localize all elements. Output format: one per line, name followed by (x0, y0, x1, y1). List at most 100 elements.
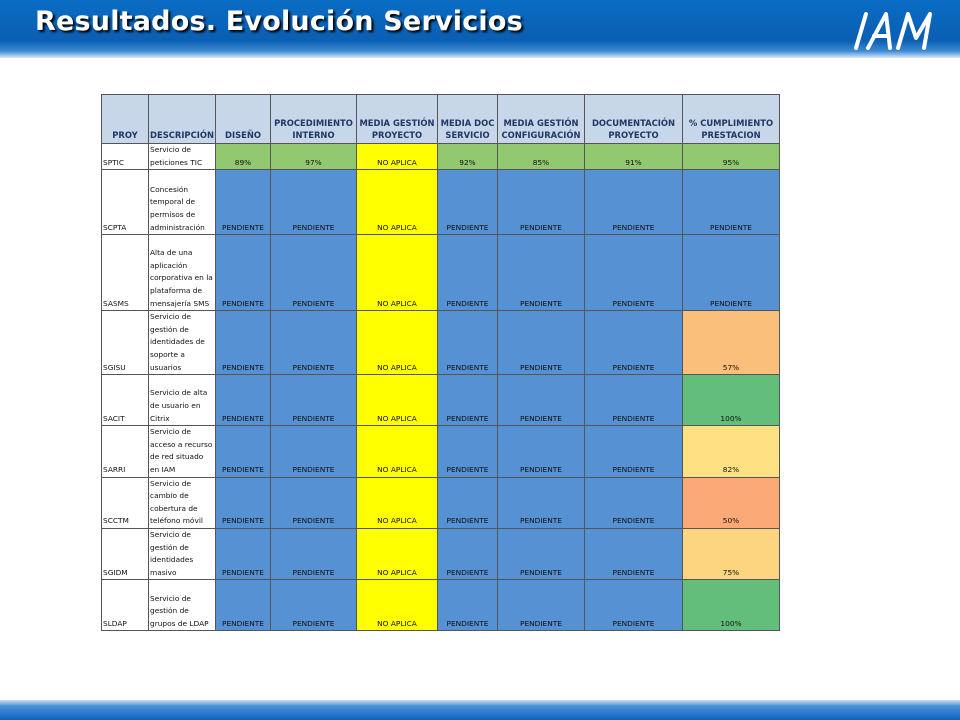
cell-value: 57% (682, 310, 780, 376)
cell-descripcion: Servicio de alta de usuario en Citrix (148, 374, 216, 427)
cell-value: PENDIENTE (215, 425, 271, 478)
cell-value: PENDIENTE (437, 169, 498, 236)
cell-value: PENDIENTE (682, 169, 780, 236)
cell-value: PENDIENTE (270, 169, 357, 236)
cell-value: PENDIENTE (497, 476, 585, 529)
cell-value: NO APLICA (356, 527, 438, 581)
cell-value: PENDIENTE (270, 476, 357, 529)
cell-value: 92% (437, 142, 498, 171)
results-table: PROY DESCRIPCIÓN DISEÑO PROCEDIMIENTO IN… (101, 94, 780, 632)
cell-value: PENDIENTE (270, 579, 357, 632)
table-row: SCPTA Concesión temporal de permisos de a… (101, 169, 780, 236)
cell-value: 75% (682, 527, 780, 581)
cell-value: PENDIENTE (497, 234, 585, 312)
cell-proy: SLDAP (101, 579, 149, 632)
cell-value: PENDIENTE (270, 425, 357, 478)
cell-value: PENDIENTE (215, 476, 271, 529)
header-row: PROY DESCRIPCIÓN DISEÑO PROCEDIMIENTO IN… (101, 94, 780, 144)
cell-value: PENDIENTE (497, 425, 585, 478)
cell-value: PENDIENTE (270, 374, 357, 427)
cell-value: PENDIENTE (584, 374, 683, 427)
cell-value: NO APLICA (356, 476, 438, 529)
cell-value: 82% (682, 425, 780, 478)
cell-value: PENDIENTE (497, 310, 585, 376)
cell-proy: SPTIC (101, 142, 149, 171)
table-row: SLDAP Servicio de gestión de grupos de LD… (101, 579, 780, 632)
cell-proy: SCPTA (101, 169, 149, 236)
cell-descripcion: Alta de una aplicación corporativa en la… (148, 234, 216, 312)
cell-value: NO APLICA (356, 169, 438, 236)
col-header-descripcion: DESCRIPCIÓN (148, 94, 216, 144)
cell-value: PENDIENTE (584, 579, 683, 632)
col-header-procedimiento-interno: PROCEDIMIENTO INTERNO (270, 94, 357, 144)
cell-value: PENDIENTE (497, 527, 585, 581)
slide-title: Resultados. Evolución Servicios (35, 6, 523, 37)
table-row: SASMS Alta de una aplicación corporativa … (101, 234, 780, 312)
cell-value: PENDIENTE (437, 579, 498, 632)
col-header-proy: PROY (101, 94, 149, 144)
cell-value: 100% (682, 579, 780, 632)
col-header-media-gestion-proyecto: MEDIA GESTIÓN PROYECTO (356, 94, 438, 144)
cell-value: 97% (270, 142, 357, 171)
col-header-documentacion-proyecto: DOCUMENTACIÓN PROYECTO (584, 94, 683, 144)
cell-value: NO APLICA (356, 425, 438, 478)
cell-value: PENDIENTE (584, 310, 683, 376)
cell-descripcion: Servicio de cambio de cobertura de teléf… (148, 476, 216, 529)
cell-proy: SGISU (101, 310, 149, 376)
cell-value: PENDIENTE (215, 234, 271, 312)
cell-value: PENDIENTE (270, 234, 357, 312)
table-row: SARRI Servicio de acceso a recurso de red… (101, 425, 780, 478)
footer-bar (0, 700, 960, 720)
cell-value: 85% (497, 142, 585, 171)
col-header-media-doc-servicio: MEDIA DOC SERVICIO (437, 94, 498, 144)
cell-value: NO APLICA (356, 142, 438, 171)
table-row: SGISU Servicio de gestión de identidades … (101, 310, 780, 376)
cell-value: PENDIENTE (437, 310, 498, 376)
cell-descripcion: Servicio de gestión de identidades masiv… (148, 527, 216, 581)
cell-value: 89% (215, 142, 271, 171)
cell-proy: SCCTM (101, 476, 149, 529)
cell-proy: SACIT (101, 374, 149, 427)
cell-value: PENDIENTE (497, 169, 585, 236)
cell-value: 95% (682, 142, 780, 171)
cell-descripcion: Servicio de acceso a recurso de red situ… (148, 425, 216, 478)
cell-value: PENDIENTE (437, 374, 498, 427)
cell-value: PENDIENTE (584, 234, 683, 312)
table-row: SGIDM Servicio de gestión de identidades … (101, 527, 780, 581)
table-body: SPTIC Servicio de peticiones TIC 89% 97% NO … (101, 142, 780, 632)
cell-value: PENDIENTE (437, 234, 498, 312)
cell-value: PENDIENTE (215, 169, 271, 236)
cell-value: PENDIENTE (215, 527, 271, 581)
iam-logo (852, 8, 944, 54)
cell-value: PENDIENTE (497, 374, 585, 427)
cell-descripcion: Concesión temporal de permisos de admini… (148, 169, 216, 236)
cell-value: PENDIENTE (584, 169, 683, 236)
cell-proy: SASMS (101, 234, 149, 312)
cell-proy: SGIDM (101, 527, 149, 581)
table-row: SPTIC Servicio de peticiones TIC 89% 97% NO … (101, 142, 780, 171)
cell-value: NO APLICA (356, 374, 438, 427)
cell-value: PENDIENTE (270, 527, 357, 581)
cell-descripcion: Servicio de gestión de grupos de LDAP (148, 579, 216, 632)
cell-value: PENDIENTE (437, 425, 498, 478)
cell-value: PENDIENTE (215, 579, 271, 632)
header-bar (0, 0, 960, 58)
table-row: SACIT Servicio de alta de usuario en Citr… (101, 374, 780, 427)
cell-value: 100% (682, 374, 780, 427)
cell-value: NO APLICA (356, 310, 438, 376)
cell-value: PENDIENTE (215, 374, 271, 427)
cell-value: PENDIENTE (682, 234, 780, 312)
table-row: SCCTM Servicio de cambio de cobertura de … (101, 476, 780, 529)
cell-proy: SARRI (101, 425, 149, 478)
col-header-diseno: DISEÑO (215, 94, 271, 144)
cell-value: PENDIENTE (497, 579, 585, 632)
cell-value: NO APLICA (356, 234, 438, 312)
cell-value: PENDIENTE (584, 425, 683, 478)
col-header-cumplimiento-prestacion: % CUMPLIMIENTO PRESTACION (682, 94, 780, 144)
iam-logo-icon (854, 12, 932, 50)
cell-value: 50% (682, 476, 780, 529)
cell-value: PENDIENTE (584, 527, 683, 581)
cell-value: PENDIENTE (437, 527, 498, 581)
cell-value: 91% (584, 142, 683, 171)
cell-value: PENDIENTE (437, 476, 498, 529)
